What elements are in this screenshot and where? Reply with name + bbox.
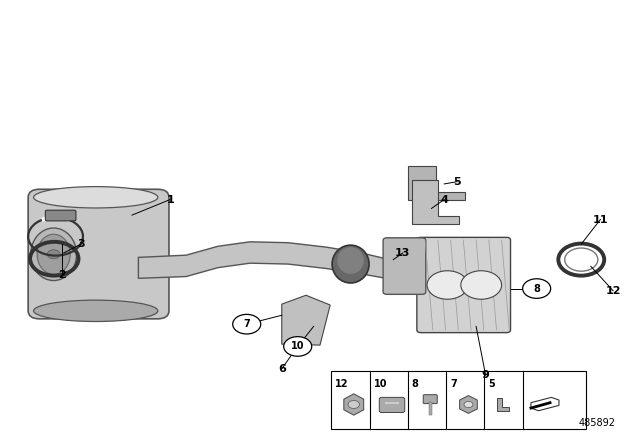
Text: 7: 7 [450,379,457,389]
FancyBboxPatch shape [28,189,169,319]
Circle shape [427,271,468,299]
Text: 12: 12 [335,379,349,389]
Text: 8: 8 [412,379,419,389]
FancyBboxPatch shape [383,238,426,294]
Text: 11: 11 [593,215,608,224]
Text: 13: 13 [395,248,410,258]
Circle shape [461,271,502,299]
Polygon shape [138,242,394,280]
Ellipse shape [33,300,158,322]
Circle shape [284,336,312,356]
Polygon shape [412,181,459,224]
Text: 12: 12 [605,286,621,296]
FancyBboxPatch shape [423,395,437,404]
FancyBboxPatch shape [417,237,511,332]
Ellipse shape [33,187,158,208]
Text: 10: 10 [291,341,305,351]
Ellipse shape [37,234,70,274]
Polygon shape [531,397,559,411]
FancyBboxPatch shape [45,210,76,221]
Ellipse shape [337,247,364,274]
Circle shape [47,250,60,259]
Text: 7: 7 [243,319,250,329]
Text: 5: 5 [488,379,495,389]
Polygon shape [282,295,330,345]
FancyBboxPatch shape [332,371,586,429]
Text: 8: 8 [533,284,540,293]
Polygon shape [344,394,364,415]
Ellipse shape [332,245,369,283]
Circle shape [348,401,360,409]
FancyBboxPatch shape [380,397,404,413]
Ellipse shape [31,228,77,280]
Text: 485892: 485892 [579,418,616,428]
Text: 6: 6 [278,364,285,374]
Text: 4: 4 [440,194,448,205]
Text: 9: 9 [482,370,490,380]
Circle shape [233,314,260,334]
Polygon shape [100,192,138,289]
Text: 10: 10 [374,379,387,389]
Text: 2: 2 [58,270,66,280]
Text: 3: 3 [77,239,85,249]
Circle shape [464,401,473,408]
Text: 5: 5 [453,177,461,187]
Polygon shape [408,166,465,199]
Polygon shape [497,398,509,411]
Polygon shape [460,396,477,414]
Circle shape [523,279,550,298]
Text: 1: 1 [166,194,174,205]
